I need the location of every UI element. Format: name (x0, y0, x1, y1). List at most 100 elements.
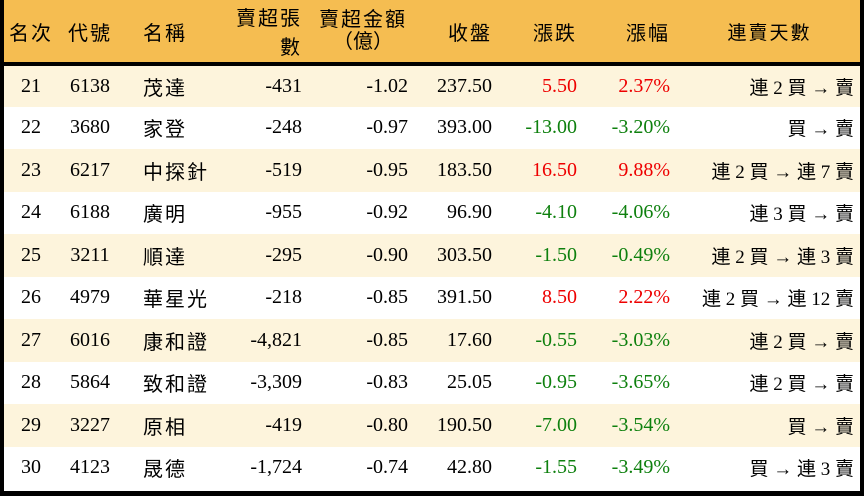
cell-change_pct: -3.03% (611, 328, 670, 351)
cell-change_pct: -4.06% (611, 201, 670, 224)
cell-streak: 連 2 買 → 賣 (749, 77, 854, 99)
cell-amount: -0.83 (366, 371, 408, 394)
header-name: 名稱 (122, 0, 230, 66)
header-rank: 名次 (4, 0, 58, 66)
cell-close: 25.05 (447, 371, 492, 394)
cell-name: 家登 (143, 119, 187, 142)
table-row: 25 3211 順達 -295 -0.90 303.50 -1.50 -0.49% 連 2 買 … (4, 234, 860, 277)
cell-code: 6217 (70, 158, 110, 181)
header-change-pct: 漲幅 (586, 0, 679, 66)
cell-code: 6138 (70, 74, 110, 97)
cell-change_pct: -0.49% (611, 243, 670, 266)
cell-code: 3680 (70, 116, 110, 139)
cell-volume: -519 (265, 158, 302, 181)
cell-change_pct: 9.88% (618, 158, 670, 181)
cell-change_pct: -3.20% (611, 116, 670, 139)
cell-streak: 連 2 買 → 連 3 賣 (711, 246, 854, 268)
cell-close: 393.00 (437, 116, 492, 139)
cell-amount: -0.95 (366, 158, 408, 181)
table-row: 23 6217 中探針 -519 -0.95 183.50 16.50 9.88% 連 2 買 … (4, 149, 860, 192)
table-row: 24 6188 廣明 -955 -0.92 96.90 -4.10 -4.06% 連 3 買 →… (4, 191, 860, 234)
cell-name: 華星光 (143, 289, 209, 312)
header-row: 名次 代號 名稱 賣超張數 賣超金額 （億） 收盤 漲跌 漲幅 連賣天數 (4, 0, 860, 66)
cell-streak: 買 → 賣 (787, 119, 854, 141)
cell-change: 5.50 (542, 74, 577, 97)
header-streak: 連賣天數 (679, 0, 860, 66)
cell-code: 4123 (70, 456, 110, 479)
cell-change_pct: -3.65% (611, 371, 670, 394)
table-row: 22 3680 家登 -248 -0.97 393.00 -13.00 -3.20% 買 → 賣 (4, 106, 860, 149)
cell-close: 42.80 (447, 456, 492, 479)
cell-rank: 24 (21, 201, 41, 224)
cell-code: 3211 (70, 243, 110, 266)
cell-volume: -4,821 (250, 328, 302, 351)
cell-change: -0.95 (535, 371, 577, 394)
cell-close: 237.50 (437, 74, 492, 97)
cell-amount: -0.92 (366, 201, 408, 224)
cell-change: 16.50 (532, 158, 577, 181)
header-amount-line1: 賣超金額 (319, 9, 407, 31)
stock-table: 名次 代號 名稱 賣超張數 賣超金額 （億） 收盤 漲跌 漲幅 連賣天數 21 6… (4, 0, 860, 489)
cell-name: 康和證 (143, 331, 209, 354)
cell-volume: -431 (265, 74, 302, 97)
header-volume: 賣超張數 (230, 0, 310, 66)
cell-change_pct: 2.37% (618, 74, 670, 97)
cell-name: 中探針 (143, 161, 209, 184)
cell-streak: 連 2 買 → 連 7 賣 (711, 161, 854, 183)
cell-name: 晟德 (143, 459, 187, 482)
cell-name: 茂達 (143, 77, 187, 100)
cell-rank: 27 (21, 328, 41, 351)
cell-code: 5864 (70, 371, 110, 394)
cell-rank: 22 (21, 116, 41, 139)
cell-volume: -3,309 (250, 371, 302, 394)
cell-change_pct: -3.49% (611, 456, 670, 479)
cell-streak: 連 2 買 → 賣 (749, 374, 854, 396)
cell-code: 6016 (70, 328, 110, 351)
cell-rank: 21 (21, 74, 41, 97)
cell-close: 17.60 (447, 328, 492, 351)
cell-change: -1.55 (535, 456, 577, 479)
table-row: 26 4979 華星光 -218 -0.85 391.50 8.50 2.22% 連 2 買 →… (4, 276, 860, 319)
cell-streak: 連 2 買 → 連 12 賣 (701, 289, 854, 311)
header-amount-line2: （億） (333, 31, 393, 53)
table-row: 28 5864 致和證 -3,309 -0.83 25.05 -0.95 -3.65% 連 2 … (4, 361, 860, 404)
cell-close: 391.50 (437, 286, 492, 309)
cell-change: 8.50 (542, 286, 577, 309)
cell-streak: 買 → 賣 (787, 416, 854, 438)
table-body: 21 6138 茂達 -431 -1.02 237.50 5.50 2.37% 連 2 買 → … (4, 64, 860, 489)
table-row: 27 6016 康和證 -4,821 -0.85 17.60 -0.55 -3.03% 連 2 … (4, 319, 860, 362)
cell-rank: 26 (21, 286, 41, 309)
cell-close: 96.90 (447, 201, 492, 224)
table-row: 30 4123 晟德 -1,724 -0.74 42.80 -1.55 -3.49% 買 → 連… (4, 446, 860, 489)
cell-volume: -248 (265, 116, 302, 139)
cell-name: 廣明 (143, 204, 187, 227)
cell-change_pct: -3.54% (611, 413, 670, 436)
cell-amount: -0.90 (366, 243, 408, 266)
cell-volume: -218 (265, 286, 302, 309)
cell-change: -13.00 (525, 116, 577, 139)
cell-amount: -0.80 (366, 413, 408, 436)
cell-code: 6188 (70, 201, 110, 224)
cell-change: -7.00 (535, 413, 577, 436)
cell-streak: 連 3 買 → 賣 (749, 204, 854, 226)
header-close: 收盤 (416, 0, 500, 66)
header-change: 漲跌 (500, 0, 586, 66)
table-row: 21 6138 茂達 -431 -1.02 237.50 5.50 2.37% 連 2 買 → … (4, 64, 860, 107)
header-code: 代號 (58, 0, 122, 66)
cell-change: -4.10 (535, 201, 577, 224)
header-amount: 賣超金額 （億） (310, 0, 416, 66)
cell-rank: 30 (21, 456, 41, 479)
cell-change: -0.55 (535, 328, 577, 351)
table-row: 29 3227 原相 -419 -0.80 190.50 -7.00 -3.54% 買 → 賣 (4, 404, 860, 447)
cell-change: -1.50 (535, 243, 577, 266)
cell-streak: 買 → 連 3 賣 (749, 459, 854, 481)
cell-volume: -295 (265, 243, 302, 266)
cell-change_pct: 2.22% (618, 286, 670, 309)
cell-name: 原相 (143, 416, 187, 439)
cell-amount: -0.74 (366, 456, 408, 479)
cell-amount: -0.97 (366, 116, 408, 139)
cell-volume: -419 (265, 413, 302, 436)
cell-volume: -955 (265, 201, 302, 224)
cell-code: 3227 (70, 413, 110, 436)
